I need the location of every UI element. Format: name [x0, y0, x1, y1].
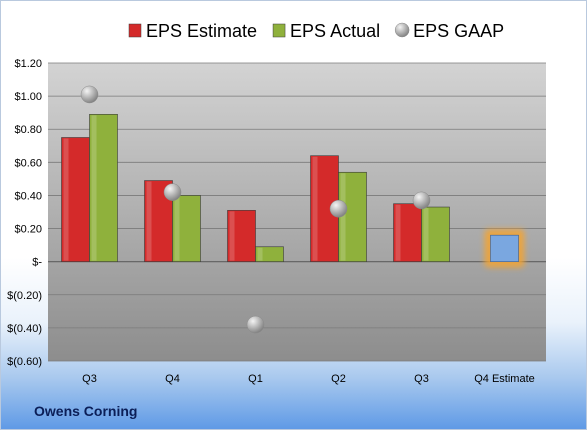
x-tick-label: Q4 Estimate	[474, 373, 535, 385]
point-eps-gaap	[80, 85, 99, 104]
y-tick-label: $0.80	[14, 124, 42, 136]
legend-label: EPS Actual	[290, 21, 380, 41]
bar-eps-actual	[89, 114, 118, 262]
gridlines	[48, 62, 546, 362]
bar-eps-estimate-highlight	[229, 211, 235, 261]
y-tick-label: $(0.40)	[7, 323, 42, 335]
point-eps-gaap	[412, 191, 431, 210]
bar-eps-actual-highlight	[423, 208, 429, 261]
gaap-points	[80, 85, 431, 334]
x-tick-label: Q1	[248, 373, 263, 385]
bar-eps-actual	[172, 195, 201, 262]
x-tick-label: Q3	[82, 373, 97, 385]
bars	[61, 114, 525, 268]
bar-eps-actual-highlight	[91, 115, 97, 261]
y-tick-label: $1.00	[14, 91, 42, 103]
company-name: Owens Corning	[34, 403, 138, 419]
legend-label: EPS GAAP	[413, 21, 504, 41]
y-tick-label: $0.40	[14, 190, 42, 202]
y-axis-ticks: $1.20 $1.00 $0.80 $0.60 $0.40 $0.20 $- $(0.20) $…	[7, 58, 42, 368]
y-tick-label: $0.60	[14, 157, 42, 169]
legend-marker-eps-actual	[272, 23, 286, 38]
bar-eps-actual	[255, 246, 284, 262]
legend: EPS Estimate EPS Actual EPS GAAP	[128, 21, 504, 41]
bar-eps-estimate-highlight	[395, 204, 401, 261]
legend-marker-eps-gaap	[394, 22, 410, 38]
bar-eps-estimate-highlight	[312, 156, 318, 261]
legend-label: EPS Estimate	[146, 21, 257, 41]
x-axis-ticks: Q3 Q4 Q1 Q2 Q3 Q4 Estimate	[82, 373, 535, 385]
x-tick-label: Q2	[331, 373, 346, 385]
y-tick-label: $(0.60)	[7, 356, 42, 368]
plot-area	[48, 63, 546, 361]
bar-eps-actual-highlight	[174, 196, 180, 261]
y-tick-label: $(0.20)	[7, 290, 42, 302]
point-eps-gaap	[246, 315, 265, 334]
bar-next-estimate	[490, 234, 519, 262]
bar-eps-actual	[421, 206, 450, 262]
x-tick-label: Q4	[165, 373, 180, 385]
bar-eps-estimate-highlight	[146, 181, 152, 261]
bar-eps-estimate	[227, 210, 256, 262]
point-eps-gaap	[163, 183, 182, 201]
y-tick-label: $1.20	[14, 58, 42, 70]
y-tick-label: $-	[32, 257, 42, 269]
y-tick-label: $0.20	[14, 224, 42, 236]
bar-eps-estimate-highlight	[63, 138, 69, 261]
bar-eps-actual-highlight	[257, 247, 263, 261]
legend-marker-eps-estimate	[128, 23, 142, 38]
bar-eps-actual-highlight	[340, 173, 346, 261]
point-eps-gaap	[329, 199, 348, 218]
bar-eps-actual	[338, 171, 367, 262]
x-tick-label: Q3	[414, 373, 429, 385]
